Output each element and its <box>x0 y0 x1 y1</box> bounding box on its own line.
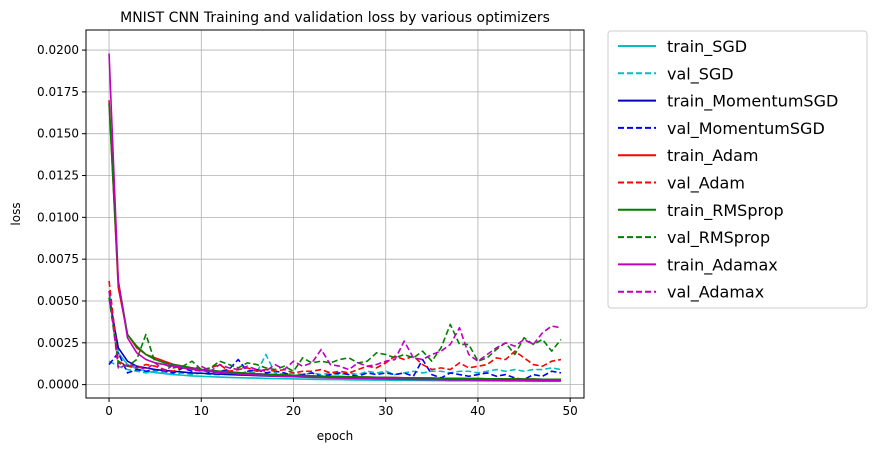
x-tick-label: 50 <box>563 404 578 418</box>
chart-title: MNIST CNN Training and validation loss b… <box>120 10 550 26</box>
legend-label: val_MomentumSGD <box>667 119 825 139</box>
legend-item: val_RMSprop <box>618 228 770 248</box>
legend-label: val_RMSprop <box>667 228 770 248</box>
y-tick-label: 0.0100 <box>37 210 79 224</box>
y-tick-label: 0.0050 <box>37 294 79 308</box>
x-axis-ticks: 0 10 20 30 40 50 <box>105 398 578 418</box>
y-axis-ticks: 0.0000 0.0025 0.0050 0.0075 0.0100 0.0125 0.01… <box>37 43 86 392</box>
legend-item: val_Adam <box>618 174 745 194</box>
y-tick-label: 0.0025 <box>37 336 79 350</box>
x-tick-label: 0 <box>105 404 113 418</box>
legend-label: val_Adam <box>667 174 745 194</box>
series-line-train-adam <box>108 100 561 381</box>
grid <box>86 30 584 398</box>
y-tick-label: 0.0000 <box>37 378 79 392</box>
legend-label: train_RMSprop <box>667 201 784 221</box>
y-tick-label: 0.0175 <box>37 85 79 99</box>
y-tick-label: 0.0150 <box>37 127 79 141</box>
y-tick-label: 0.0125 <box>37 169 79 183</box>
x-tick-label: 10 <box>194 404 209 418</box>
legend-item: train_Adamax <box>618 255 778 275</box>
legend-label: train_SGD <box>667 37 747 57</box>
legend-label: train_MomentumSGD <box>667 92 838 112</box>
legend: train_SGD val_SGD train_MomentumSGD val_Mom… <box>607 30 868 309</box>
plot-frame <box>85 29 585 399</box>
series-line-val-adam <box>108 280 562 374</box>
legend-box <box>607 30 868 309</box>
legend-label: val_SGD <box>667 64 734 84</box>
legend-item: val_SGD <box>618 64 734 84</box>
series-line-train-rmsprop <box>108 103 561 381</box>
legend-item: val_MomentumSGD <box>618 119 825 139</box>
legend-item: train_Adam <box>618 146 758 166</box>
legend-item: train_MomentumSGD <box>618 92 838 112</box>
y-tick-label: 0.0200 <box>37 43 79 57</box>
x-tick-label: 20 <box>286 404 301 418</box>
series-line-val-momentumsgd <box>108 352 562 381</box>
y-axis-label: loss <box>9 202 23 225</box>
x-tick-label: 40 <box>470 404 485 418</box>
series-line-val-rmsprop <box>108 297 562 373</box>
legend-label: train_Adamax <box>667 255 778 275</box>
y-tick-label: 0.0075 <box>37 252 79 266</box>
plot-lines <box>108 53 562 383</box>
x-axis-label: epoch <box>317 429 354 443</box>
legend-item: train_SGD <box>618 37 747 57</box>
legend-item: val_Adamax <box>618 283 764 303</box>
legend-item: train_RMSprop <box>618 201 784 221</box>
legend-label: val_Adamax <box>667 283 764 303</box>
x-tick-label: 30 <box>378 404 393 418</box>
legend-label: train_Adam <box>667 146 758 166</box>
series-line-val-adamax <box>108 290 562 373</box>
